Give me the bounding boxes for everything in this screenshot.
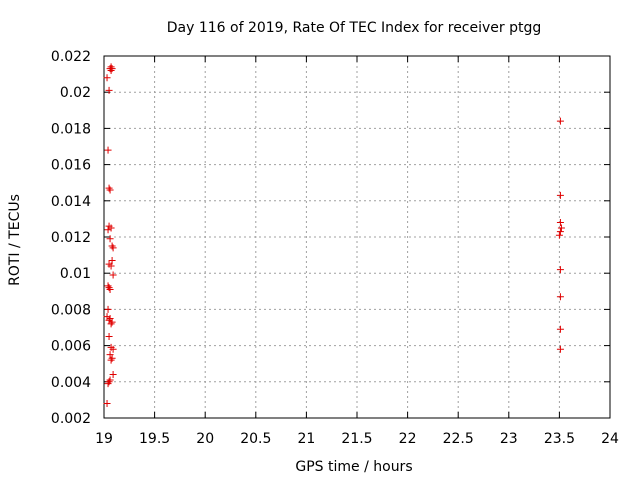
y-tick-label: 0.006 — [51, 339, 91, 355]
data-point — [106, 314, 114, 322]
data-point — [105, 316, 113, 324]
data-point — [105, 284, 113, 292]
y-axis-label: ROTI / TECUs — [7, 194, 23, 286]
y-tick-label: 0.016 — [51, 158, 91, 174]
y-tick-label: 0.004 — [51, 375, 91, 391]
data-point — [103, 74, 111, 82]
data-point — [108, 242, 116, 250]
x-tick-label: 20 — [196, 431, 214, 447]
data-point — [556, 117, 564, 125]
data-point — [105, 184, 113, 192]
data-point — [556, 219, 564, 227]
data-point — [108, 318, 116, 326]
data-point — [556, 345, 564, 353]
data-point — [555, 231, 563, 239]
data-point — [105, 333, 113, 341]
data-point — [106, 351, 114, 359]
data-point — [104, 146, 112, 154]
data-point — [105, 86, 113, 94]
data-point — [109, 371, 117, 379]
data-point — [106, 186, 114, 194]
y-tick-label: 0.01 — [60, 266, 91, 282]
data-point — [104, 305, 112, 313]
data-point — [556, 191, 564, 199]
tick-labels: 19 19.5 20 20.5 21 21.5 22 22.5 23 23.5 24 0.002 0.0… — [51, 49, 619, 447]
data-point — [104, 226, 112, 234]
data-point — [104, 282, 112, 290]
data-point — [103, 313, 111, 321]
data-point — [107, 262, 115, 270]
y-tick-label: 0.022 — [51, 49, 91, 65]
x-tick-label: 23.5 — [544, 431, 575, 447]
data-point — [108, 257, 116, 265]
chart-title: Day 116 of 2019, Rate Of TEC Index for r… — [167, 20, 542, 36]
y-tick-label: 0.018 — [51, 121, 91, 137]
data-point — [108, 354, 116, 362]
data-point — [109, 244, 117, 252]
x-tick-label: 20.5 — [240, 431, 271, 447]
x-tick-label: 22 — [399, 431, 417, 447]
x-tick-label: 19 — [95, 431, 113, 447]
y-tick-label: 0.008 — [51, 302, 91, 318]
data-point — [109, 271, 117, 279]
data-point — [109, 345, 117, 353]
data-point — [107, 320, 115, 328]
y-tick-label: 0.012 — [51, 230, 91, 246]
x-tick-label: 22.5 — [443, 431, 474, 447]
data-point — [107, 66, 115, 74]
data-point — [106, 235, 114, 243]
data-point — [556, 293, 564, 301]
y-tick-label: 0.02 — [60, 85, 91, 101]
data-point — [556, 325, 564, 333]
data-point — [556, 228, 564, 236]
x-tick-label: 19.5 — [139, 431, 170, 447]
data-point — [108, 65, 116, 73]
data-point — [107, 224, 115, 232]
x-axis-label: GPS time / hours — [295, 459, 412, 475]
y-tick-label: 0.002 — [51, 411, 91, 427]
x-tick-label: 21.5 — [341, 431, 372, 447]
data-point — [107, 356, 115, 364]
data-point — [557, 224, 565, 232]
x-tick-label: 24 — [601, 431, 619, 447]
data-point — [106, 285, 114, 293]
x-tick-label: 21 — [297, 431, 315, 447]
data-point — [556, 266, 564, 274]
data-point — [105, 378, 113, 386]
data-point — [104, 380, 112, 388]
y-tick-label: 0.014 — [51, 194, 91, 210]
x-tick-label: 23 — [500, 431, 518, 447]
data-point — [106, 376, 114, 384]
data-point — [103, 400, 111, 408]
grid — [104, 56, 610, 418]
data-points — [103, 63, 565, 408]
